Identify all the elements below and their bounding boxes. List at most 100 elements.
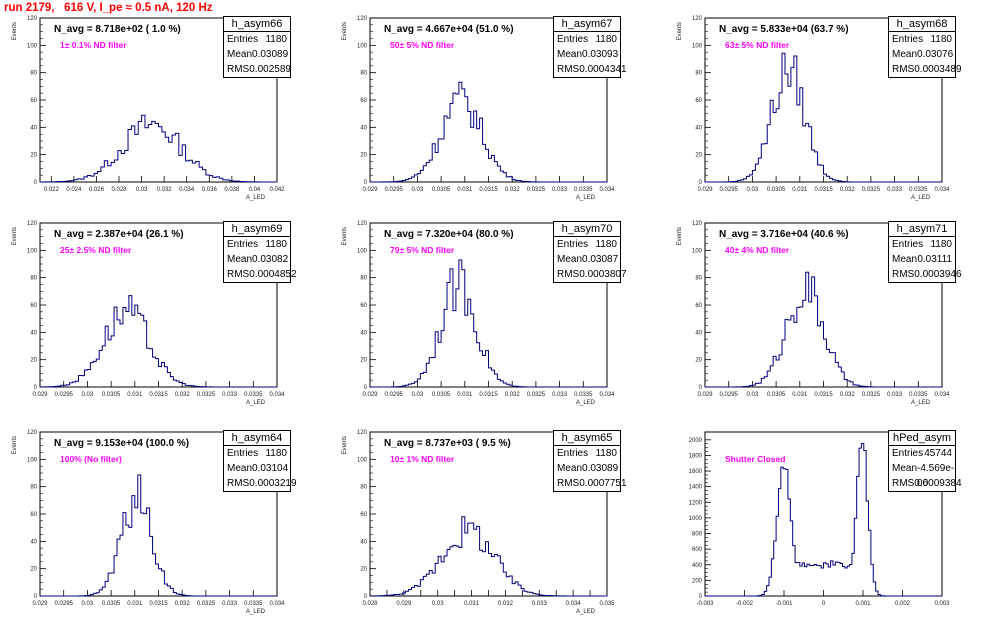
stats-box-title: h_asym69 [224, 222, 290, 237]
x-tick-label: 0.0325 [527, 187, 546, 193]
stats-label: RMS [227, 269, 250, 280]
y-tick-label: 120 [357, 16, 368, 22]
y-tick-label: 100 [357, 457, 368, 463]
stats-box-title: h_asym64 [224, 431, 290, 446]
filter-annotation: 79± 5% ND filter [390, 245, 455, 255]
x-tick-label: 0.0315 [814, 187, 833, 193]
x-tick-label: 0.03 [82, 392, 94, 398]
stats-value: -4.569e-06 [917, 463, 955, 489]
y-tick-label: 0 [34, 180, 38, 186]
x-axis-title: A_LED [246, 609, 266, 615]
stats-row-entries: Entries 1180 [554, 32, 620, 47]
x-tick-label: 0.0315 [479, 392, 498, 398]
stats-label: Mean [557, 49, 583, 60]
x-tick-label: 0.0315 [814, 392, 833, 398]
filter-annotation: 10± 1% ND filter [390, 454, 455, 464]
stats-box-title: h_asym66 [224, 17, 290, 32]
histogram-line [704, 52, 942, 183]
histogram-line [39, 295, 277, 388]
stats-box: hPed_asym Entries 45744 Mean -4.569e-06 RMS 0.… [888, 430, 962, 492]
stats-row-entries: Entries 1180 [554, 237, 620, 252]
stats-label: RMS [892, 64, 915, 75]
x-tick-label: 0.024 [66, 187, 82, 193]
n-avg-label: N_avg = 3.716e+04 (40.6 %) [719, 229, 849, 240]
stats-box: h_asym69 Entries 1180 Mean 0.03082 RMS 0.00048… [223, 221, 297, 283]
stats-row-entries: Entries 1180 [889, 32, 955, 47]
stats-value: 1180 [265, 239, 287, 250]
stats-row-entries: Entries 1180 [224, 32, 290, 47]
stats-label: Mean [557, 254, 583, 265]
stats-row-rms: RMS 0.0004852 [224, 267, 297, 282]
stats-box: h_asym68 Entries 1180 Mean 0.03076 RMS 0.00034… [888, 16, 962, 78]
x-tick-label: 0.03 [747, 392, 759, 398]
y-axis-title: Events [342, 227, 348, 245]
x-tick-label: 0.0335 [244, 392, 263, 398]
x-tick-label: 0.03 [432, 601, 444, 607]
y-tick-label: 20 [695, 153, 702, 159]
x-tick-label: 0.0335 [909, 392, 928, 398]
x-tick-label: 0.029 [32, 601, 48, 607]
y-tick-label: 100 [357, 43, 368, 49]
x-tick-label: 0.033 [222, 601, 238, 607]
y-tick-label: 120 [27, 16, 38, 22]
stats-label: RMS [892, 269, 915, 280]
stats-value: 0.0003807 [579, 269, 627, 280]
x-tick-label: 0.033 [222, 392, 238, 398]
x-tick-label: 0.0335 [574, 392, 593, 398]
y-tick-label: 20 [30, 358, 37, 364]
x-axis-title: A_LED [911, 195, 931, 201]
y-tick-label: 20 [30, 567, 37, 573]
stats-label: RMS [557, 64, 580, 75]
stats-label: Entries [892, 448, 924, 459]
x-tick-label: 0.026 [89, 187, 105, 193]
x-tick-label: -0.001 [775, 601, 793, 607]
x-tick-label: 0.0295 [385, 187, 404, 193]
y-axis-title: Events [342, 22, 348, 40]
stats-label: Entries [557, 34, 589, 45]
x-tick-label: 0.029 [697, 187, 713, 193]
stats-box-title: h_asym71 [889, 222, 955, 237]
x-tick-label: 0.0325 [862, 187, 881, 193]
y-tick-label: 100 [357, 248, 368, 254]
stats-label: Entries [227, 239, 259, 250]
y-tick-label: 40 [360, 125, 367, 131]
y-tick-label: 100 [27, 43, 38, 49]
y-tick-label: 0 [699, 594, 703, 600]
stats-box-title: h_asym65 [554, 431, 620, 446]
filter-annotation: 63± 5% ND filter [725, 40, 790, 50]
histogram-line [369, 81, 607, 183]
x-tick-label: 0.0315 [479, 187, 498, 193]
stats-value: 0.0004852 [249, 269, 297, 280]
y-tick-label: 0 [699, 385, 703, 391]
x-tick-label: 0.035 [599, 601, 615, 607]
stats-value: 0.0009384 [914, 478, 962, 489]
x-tick-label: 0.0325 [862, 392, 881, 398]
y-tick-label: 40 [30, 125, 37, 131]
y-tick-label: 0 [364, 594, 368, 600]
x-tick-label: 0.0305 [102, 601, 121, 607]
stats-value: 0.0003489 [914, 64, 962, 75]
y-tick-label: 40 [360, 330, 367, 336]
y-tick-label: 40 [30, 330, 37, 336]
stats-row-rms: RMS 0.0003807 [554, 267, 627, 282]
filter-annotation: 25± 2.5% ND filter [60, 245, 132, 255]
y-tick-label: 0 [34, 594, 38, 600]
x-tick-label: 0.03 [747, 187, 759, 193]
stats-label: Entries [557, 448, 589, 459]
x-tick-label: 0.0315 [149, 601, 168, 607]
x-tick-label: 0.033 [552, 187, 568, 193]
stats-box: h_asym65 Entries 1180 Mean 0.03089 RMS 0.00077… [553, 430, 627, 492]
y-tick-label: 120 [357, 430, 368, 436]
n-avg-label: N_avg = 2.387e+04 (26.1 %) [54, 229, 184, 240]
y-tick-label: 80 [360, 71, 367, 77]
histogram-line [705, 443, 942, 597]
stats-value: 0.03093 [582, 49, 619, 60]
x-tick-label: 0.038 [224, 187, 240, 193]
stats-label: RMS [557, 269, 580, 280]
y-tick-label: 60 [360, 98, 367, 104]
x-tick-label: 0.033 [532, 601, 548, 607]
y-tick-label: 40 [695, 330, 702, 336]
